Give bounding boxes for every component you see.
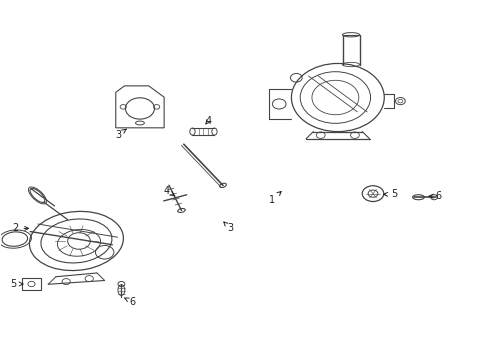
Text: 6: 6 — [124, 297, 136, 307]
Text: 5: 5 — [384, 189, 397, 199]
Text: 3: 3 — [224, 222, 233, 233]
Text: 2: 2 — [12, 224, 28, 233]
Text: 1: 1 — [269, 192, 281, 205]
Text: 4: 4 — [205, 116, 211, 126]
Text: 6: 6 — [429, 191, 441, 201]
Text: 5: 5 — [10, 279, 23, 289]
Text: 4: 4 — [164, 186, 175, 196]
Text: 3: 3 — [115, 129, 126, 140]
